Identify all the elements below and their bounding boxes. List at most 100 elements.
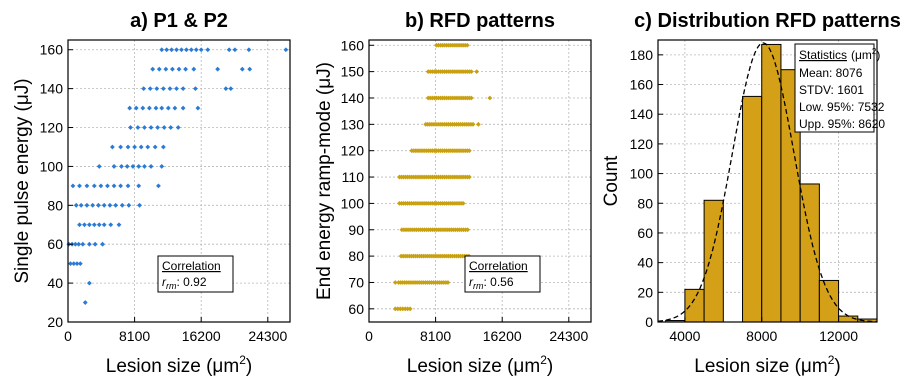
data-point: [164, 47, 170, 53]
data-point: [130, 164, 136, 169]
data-point: [228, 86, 234, 92]
data-point: [246, 47, 252, 53]
data-point: [142, 125, 147, 130]
y-tick-label: 110: [342, 169, 365, 185]
data-point: [100, 241, 105, 247]
data-point: [119, 164, 124, 169]
y-tick-label: 160: [630, 77, 654, 93]
data-point: [460, 201, 466, 206]
x-tick-label: 12000: [819, 328, 858, 344]
data-point: [468, 95, 474, 101]
x-tick-label: 24300: [549, 328, 588, 344]
statistics-line: Mean: 8076: [799, 66, 863, 80]
correlation-number: : 0.92: [177, 275, 207, 289]
data-point: [470, 121, 476, 127]
data-point: [82, 222, 87, 228]
x-axis-label-sup: 2: [540, 353, 547, 367]
correlation-box: Correlation rrm: 0.56: [464, 255, 541, 293]
data-point: [147, 86, 153, 92]
data-point: [465, 227, 471, 233]
data-point: [232, 47, 238, 53]
x-axis-label-text: Lesion size (μm: [694, 356, 827, 377]
x-axis-label-close: ): [246, 356, 252, 377]
y-tick-label: 70: [348, 274, 364, 290]
data-point: [70, 183, 76, 189]
y-tick-label: 120: [341, 143, 365, 159]
y-tick-label: 80: [637, 195, 653, 211]
data-point: [154, 86, 160, 92]
correlation-heading: Correlation: [469, 259, 528, 273]
data-point: [179, 47, 184, 53]
statistics-box: Statistics (μm2) Mean: 8076 STDV: 1601 Low. …: [794, 43, 885, 133]
data-point: [101, 202, 107, 208]
y-tick-label: 80: [47, 197, 63, 213]
data-point: [466, 174, 472, 180]
y-tick-label: 40: [637, 255, 653, 271]
correlation-heading: Correlation: [162, 259, 221, 273]
statistics-line: Upp. 95%: 8620: [799, 117, 885, 131]
data-point: [475, 121, 481, 127]
data-point: [125, 183, 131, 189]
data-point: [107, 202, 113, 208]
data-point: [73, 202, 79, 208]
x-axis-label-close: ): [547, 356, 553, 377]
data-point: [91, 222, 97, 228]
data-point: [118, 144, 124, 150]
data-point: [170, 66, 175, 72]
data-point: [138, 144, 144, 150]
data-point: [226, 47, 232, 53]
data-point: [175, 125, 181, 130]
data-point: [111, 183, 117, 189]
data-point: [193, 47, 199, 53]
data-point: [108, 222, 114, 228]
data-point: [445, 280, 451, 285]
data-point: [167, 86, 173, 92]
r-symbol: r: [469, 275, 474, 289]
correlation-value: rrm: 0.56: [469, 275, 514, 291]
data-point: [128, 125, 133, 130]
chart-panel-2: 0 8100 16200 24300 60 70 80 90 100 110 120 130 140 15…: [314, 10, 592, 377]
correlation-value: rrm: 0.92: [162, 275, 207, 291]
data-point: [90, 202, 96, 208]
data-point: [283, 47, 289, 53]
data-point: [148, 164, 154, 169]
x-tick-label: 0: [64, 328, 72, 344]
data-point: [180, 86, 186, 92]
data-point: [205, 47, 211, 53]
data-point: [188, 47, 194, 53]
data-point: [247, 66, 253, 72]
data-point: [74, 261, 80, 267]
data-point: [184, 47, 189, 53]
y-tick-label: 0: [645, 314, 653, 330]
data-point: [145, 144, 151, 150]
x-axis-label-sup: 2: [239, 353, 246, 367]
y-tick-label: 40: [47, 275, 63, 291]
data-point: [119, 202, 125, 208]
statistics-unit-close: ): [876, 48, 880, 62]
x-axis-label-text: Lesion size (μm: [106, 356, 239, 377]
y-tick-label: 120: [630, 136, 654, 152]
data-point: [96, 202, 101, 208]
y-tick-label: 20: [637, 284, 653, 300]
y-tick-label: 140: [341, 90, 365, 106]
plot-frame: [368, 39, 592, 323]
y-tick-label: 90: [348, 222, 364, 238]
histogram-bar: [742, 95, 763, 323]
data-point: [174, 86, 179, 92]
data-point: [133, 105, 139, 111]
x-tick-label: 8000: [746, 328, 777, 344]
data-point: [91, 183, 97, 189]
y-tick-label: 100: [40, 158, 64, 174]
data-point: [191, 66, 197, 72]
x-axis-label: Lesion size (μm2): [694, 353, 840, 377]
data-point: [111, 164, 117, 169]
y-tick-label: 140: [630, 106, 654, 122]
x-axis-label-sup: 2: [828, 353, 835, 367]
data-point: [135, 125, 141, 130]
correlation-box-frame: [157, 255, 234, 293]
data-point: [163, 66, 169, 72]
statistics-unit-sup: 2: [872, 47, 877, 56]
data-point: [169, 47, 174, 53]
data-point: [124, 164, 130, 169]
y-tick-label: 180: [630, 47, 654, 63]
